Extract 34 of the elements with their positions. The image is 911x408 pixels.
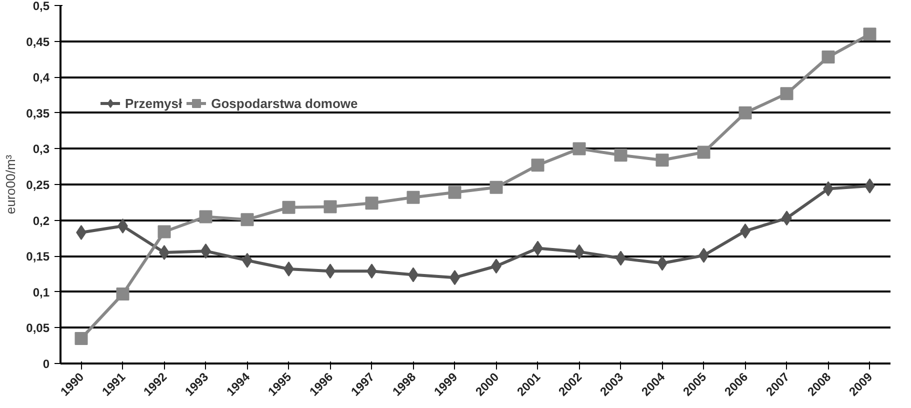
point — [406, 190, 420, 204]
y-tick-label: 0,2 — [32, 214, 50, 228]
y-axis-title: euro00/m³ — [3, 154, 18, 214]
point — [697, 146, 710, 159]
y-tick-label: 0,45 — [26, 34, 50, 49]
y-tick-label: 0,15 — [26, 250, 50, 264]
point — [199, 210, 212, 224]
point — [324, 200, 337, 214]
y-tick-label: 0,25 — [26, 178, 50, 192]
point — [822, 50, 835, 64]
point — [656, 154, 669, 167]
y-tick-label: 0,5 — [32, 0, 50, 13]
point — [780, 87, 794, 100]
point — [863, 28, 876, 41]
point — [531, 158, 544, 172]
legend-label: Gospodarstwa domowe — [211, 96, 358, 110]
y-tick-label: 0,4 — [32, 70, 50, 85]
point — [240, 213, 254, 226]
point — [448, 186, 462, 199]
point — [74, 332, 88, 345]
point — [158, 225, 171, 238]
y-tick-label: 0,35 — [26, 106, 50, 120]
point — [116, 288, 130, 301]
point — [614, 148, 628, 162]
point — [365, 196, 378, 210]
point — [490, 180, 503, 194]
y-tick-label: 0,3 — [32, 142, 50, 156]
legend-label: Przemysł — [125, 96, 182, 110]
y-tick-label: 0,1 — [32, 285, 50, 300]
y-tick-label: 0,05 — [26, 321, 50, 336]
y-tick-label: 0 — [42, 357, 50, 371]
point — [572, 142, 586, 156]
point — [738, 106, 752, 120]
point — [282, 200, 296, 214]
